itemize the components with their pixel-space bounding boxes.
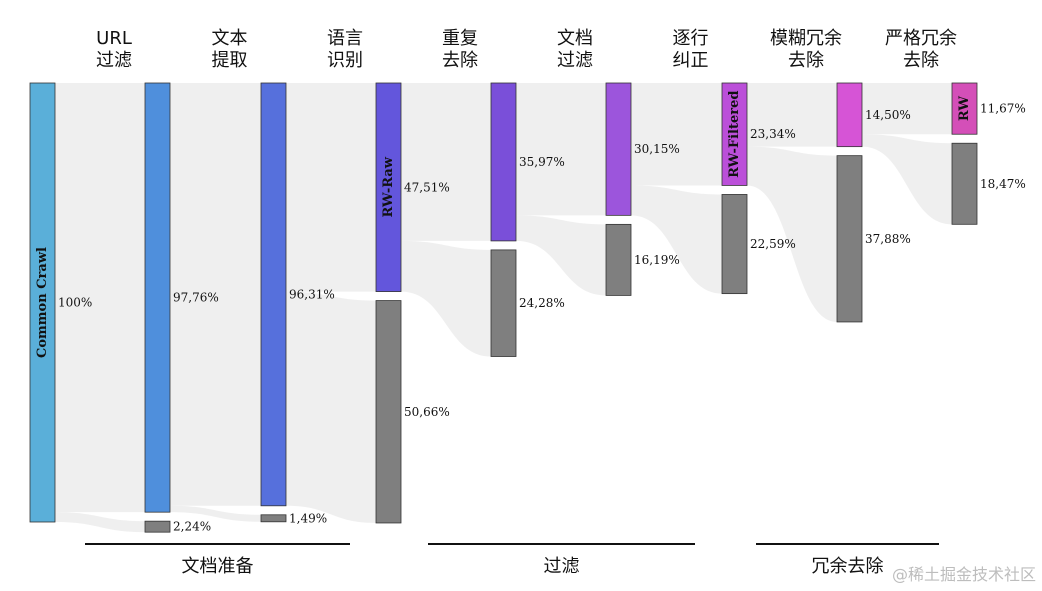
labels-layer: 100% Common Crawl 97,76% 96,31% 47,51% RW-Raw… [35,91,1026,534]
removed-pct-label: 2,24% [173,520,211,534]
node-pct-label: 97,76% [173,291,219,305]
flow-kept [55,83,145,513]
node-bar [375,82,402,292]
removed-pct-label: 37,88% [865,232,911,246]
stage-title-line1: 文本 [212,28,248,49]
stage-title-line2: 过滤 [557,50,593,71]
flow-removed [862,134,952,225]
stage-title-line1: 语言 [327,28,363,49]
group-label: 过滤 [544,556,580,577]
group-brackets: 文档准备 过滤 冗余去除 [85,543,939,577]
node-bar [836,82,863,148]
stage-title-line1: 重复 [442,28,478,49]
stage-title-line2: 去除 [442,50,478,71]
removed-pct-label: 50,66% [404,405,450,419]
flow-removed [55,512,145,533]
stage-title-line2: 提取 [212,50,248,71]
removed-pct-label: 18,47% [980,177,1026,191]
node-pct-label: 100% [58,296,92,310]
flows-layer [55,83,952,533]
stage-title-line2: 去除 [788,50,824,71]
stage-title-line1: 文档 [557,28,593,49]
node-bar [260,82,287,507]
node-name-label: Common Crawl [35,247,50,358]
flow-kept [286,83,376,292]
node-pct-label: 35,97% [519,155,565,169]
removed-bar [721,194,748,295]
stage-title-line1: 严格冗余 [885,28,957,49]
flow-kept [516,83,606,216]
removed-pct-label: 24,28% [519,296,565,310]
stage-title-line1: 逐行 [673,28,709,49]
removed-bar [375,300,402,524]
node-bar [605,82,632,216]
node-name-label: RW-Raw [381,156,396,217]
node-pct-label: 14,50% [865,108,911,122]
bars-layer [29,82,978,533]
node-pct-label: 23,34% [750,127,796,141]
flow-kept [747,83,837,147]
flow-kept [401,83,491,241]
stage-title-line2: 过滤 [96,50,132,71]
removed-bar [951,142,978,225]
node-bar [490,82,517,242]
stage-title-line2: 识别 [327,50,363,71]
flow-removed [401,240,491,357]
node-name-label: RW-Filtered [727,91,742,178]
node-bar [721,82,748,186]
group-label: 文档准备 [182,556,254,577]
removed-bar [836,155,863,323]
removed-pct-label: 16,19% [634,253,680,267]
group-label: 冗余去除 [812,556,884,577]
node-pct-label: 96,31% [289,287,335,301]
removed-pct-label: 22,59% [750,237,796,251]
node-pct-label: 30,15% [634,142,680,156]
flow-removed [170,505,261,522]
stage-title-line2: 纠正 [673,50,709,71]
stage-title-line2: 去除 [903,50,939,71]
stage-title-line1: 模糊冗余 [770,28,842,49]
node-bar [144,82,171,513]
flow-removed [747,146,837,322]
flow-removed [516,215,606,296]
flow-kept [862,83,952,135]
watermark: @稀土掘金技术社区 [892,565,1036,584]
removed-bar [144,520,171,533]
node-bar [951,82,978,135]
removed-pct-label: 1,49% [289,511,327,525]
removed-bar [605,223,632,296]
flow-removed [631,185,722,294]
node-pct-label: 47,51% [404,180,450,194]
removed-bar [260,514,287,523]
node-name-label: RW [957,96,972,122]
removed-bar [490,249,517,357]
flow-removed [286,291,376,523]
node-bar [29,82,56,523]
node-pct-label: 11,67% [980,102,1026,116]
stage-title-line1: URL [96,28,132,49]
flow-kept [631,83,722,186]
flow-kept [170,83,261,506]
